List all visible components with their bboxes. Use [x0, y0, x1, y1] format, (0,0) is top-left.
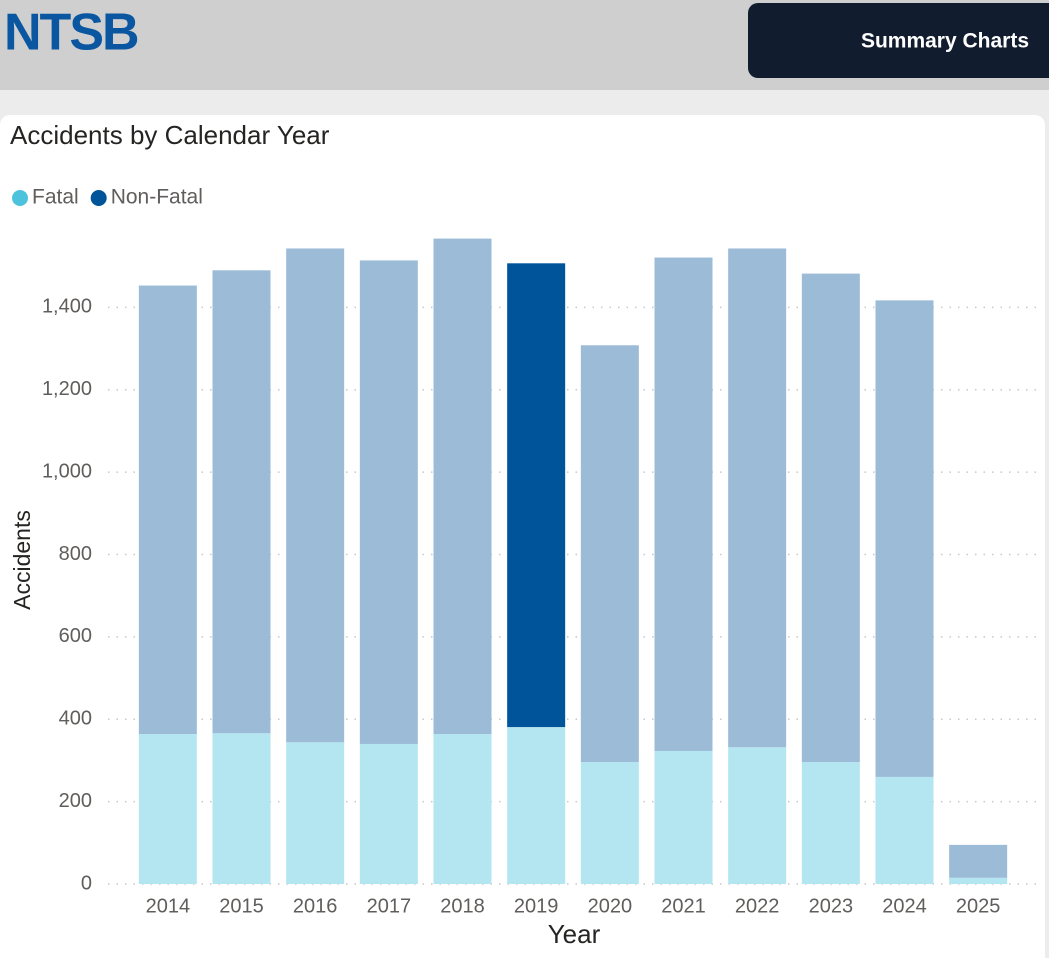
- x-tick-label: 2015: [219, 895, 264, 917]
- x-tick-label: 2018: [440, 895, 485, 917]
- bar-segment: [212, 270, 271, 734]
- bar-segment: [433, 238, 492, 735]
- bar-segment: [728, 248, 787, 748]
- x-tick-label: 2022: [735, 895, 780, 917]
- y-tick-label: 400: [59, 708, 92, 730]
- bar-segment: [433, 734, 492, 884]
- bar-segment: [212, 733, 271, 884]
- bar-segment: [580, 762, 639, 884]
- x-tick-label: 2016: [293, 895, 338, 917]
- bar-segment: [580, 345, 639, 763]
- bar-segment: [138, 734, 197, 884]
- x-axis-title: Year: [548, 919, 601, 949]
- logo: NTSB: [4, 4, 138, 62]
- bar-segment: [728, 747, 787, 884]
- y-tick-label: 1,400: [42, 296, 92, 318]
- legend-swatch: [12, 190, 28, 206]
- bar-segment: [359, 743, 418, 884]
- bar-segment: [949, 877, 1008, 884]
- x-tick-label: 2014: [146, 895, 191, 917]
- bar-segment: [801, 273, 860, 763]
- y-tick-label: 800: [59, 543, 92, 565]
- x-tick-label: 2017: [367, 895, 412, 917]
- bar-segment: [286, 248, 345, 743]
- bar-segment: [359, 260, 418, 744]
- y-tick-label: 600: [59, 625, 92, 647]
- summary-button-label[interactable]: Summary Charts: [861, 30, 1029, 53]
- chart-title: Accidents by Calendar Year: [10, 120, 330, 150]
- bar-segment: [875, 300, 934, 777]
- x-tick-label: 2025: [956, 895, 1001, 917]
- bar-segment: [949, 844, 1008, 878]
- bar-segment: [654, 257, 713, 751]
- y-tick-label: 1,000: [42, 460, 92, 482]
- bar-segment: [286, 742, 345, 884]
- x-tick-label: 2024: [882, 895, 927, 917]
- bar-segment: [801, 762, 860, 884]
- summary-button[interactable]: [748, 3, 1049, 78]
- x-tick-label: 2019: [514, 895, 559, 917]
- bar-segment: [507, 263, 566, 728]
- x-tick-label: 2023: [809, 895, 854, 917]
- y-tick-label: 0: [81, 872, 92, 894]
- legend-swatch: [90, 190, 107, 206]
- legend-label: Non-Fatal: [111, 186, 203, 209]
- y-tick-label: 1,200: [42, 378, 92, 400]
- bar-segment: [507, 727, 566, 884]
- x-tick-label: 2020: [588, 895, 633, 917]
- y-axis-title: Accidents: [9, 510, 35, 610]
- bar-segment: [875, 776, 934, 884]
- bar-segment: [654, 750, 713, 884]
- bar-segment: [138, 285, 197, 735]
- y-tick-label: 200: [59, 790, 92, 812]
- x-tick-label: 2021: [661, 895, 706, 917]
- legend-label: Fatal: [32, 186, 79, 209]
